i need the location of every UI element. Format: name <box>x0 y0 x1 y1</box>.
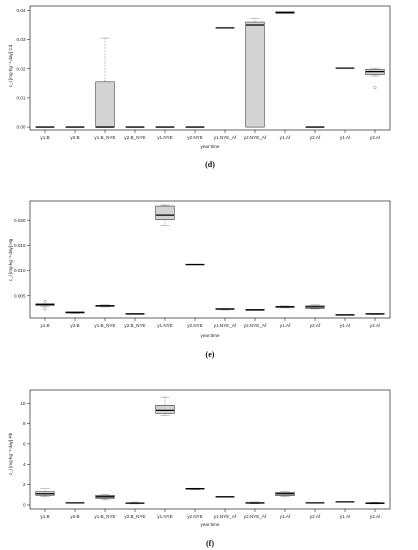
panel-e-label: (e) <box>206 350 215 359</box>
panel-d-xtick-label: y2.B <box>70 135 79 140</box>
panel-f-ylabel: c_i [mg·kg⁻¹·day] Pb <box>8 432 13 475</box>
panel-e-xtick-label: y2.B <box>70 323 79 328</box>
panel-d-xtick-label: y1.Af <box>280 135 291 140</box>
panel-d-xtick-label: y2.B_NYE <box>124 135 145 140</box>
panel-f-xtick-label: y1.Al <box>340 514 350 519</box>
panel-e: 0.005 0.010 0.015 0.020 y1.B y2.B y1.B_NYE y2.B… <box>8 200 391 359</box>
box-y1.NYE <box>155 205 175 220</box>
panel-f-xtick-label: y1.Af <box>280 514 291 519</box>
panel-f-xtick-label: y2.NYE <box>187 514 203 519</box>
panel-e-xlabel: year:time <box>201 333 220 338</box>
panel-f-xlabel: year:time <box>201 522 220 527</box>
panel-e-xtick-label: y1.NYE <box>157 323 173 328</box>
panel-d-xtick-label: y1.NYE <box>157 135 173 140</box>
panel-e-xtick-label: y1.B_NYE <box>94 323 115 328</box>
panel-e-xtick-label: y1.B <box>40 323 49 328</box>
panel-d-ytick-label: 0.04 <box>17 8 26 13</box>
panel-f-ytick-label: 10 <box>20 401 26 406</box>
outlier-point <box>373 86 377 90</box>
panel-d: 0.00 0.01 0.02 0.03 0.04 y1.B y2.B y1.B_NYE y2.B… <box>8 5 391 169</box>
panel-f-plot: 0 2 4 6 8 10 y1.B y2.B y1.B_NYE y2.B_NYE y1.NYE y2.… <box>20 389 391 519</box>
box-y2.NYE_Af <box>245 21 265 128</box>
panel-d-xtick-label: y1.B <box>40 135 49 140</box>
panel-d-xtick-label: y1.Al <box>340 135 350 140</box>
panel-f-xtick-label: y1.NYE_Af <box>214 514 237 519</box>
panel-e-ytick-label: 0.020 <box>14 218 26 223</box>
panel-f-xtick-label: y2.B_NYE <box>124 514 145 519</box>
panel-e-ytick-label: 0.005 <box>14 293 26 298</box>
panel-e-plot: 0.005 0.010 0.015 0.020 y1.B y2.B y1.B_NYE y2.B… <box>14 200 391 328</box>
panel-f-xtick-label: y2.NYE_Af <box>244 514 267 519</box>
panel-f-xtick-label: y1.NYE <box>157 514 173 519</box>
panel-f: 0 2 4 6 8 10 y1.B y2.B y1.B_NYE y2.B_NYE y1.NYE y2.… <box>8 389 391 548</box>
panel-f-xtick-label: y2.B <box>70 514 79 519</box>
panel-d-label: (d) <box>205 160 215 169</box>
panel-f-ytick-label: 2 <box>23 482 26 487</box>
panel-e-xtick-label: y2.NYE_Af <box>244 323 267 328</box>
panel-d-frame <box>29 5 391 131</box>
panel-d-xtick-label: y1.B_NYE <box>94 135 115 140</box>
panel-d-ytick-label: 0.00 <box>17 125 26 130</box>
panel-d-plot: 0.00 0.01 0.02 0.03 0.04 y1.B y2.B y1.B_NYE y2.B… <box>17 5 391 140</box>
panel-d-xtick-label: y1.NYE_Af <box>214 135 237 140</box>
box-y1.NYE <box>155 405 175 414</box>
panel-f-xtick-label: y2.Al <box>370 514 380 519</box>
panel-d-xtick-label: y2.NYE_Af <box>244 135 267 140</box>
box-y1.B_NYE <box>95 81 115 128</box>
panel-e-xtick-label: y1.Al <box>340 323 350 328</box>
panel-d-xtick-label: y2.NYE <box>187 135 203 140</box>
panel-f-ytick-label: 4 <box>23 462 26 467</box>
panel-e-xtick-label: y2.Af <box>310 323 321 328</box>
panel-d-ytick-label: 0.01 <box>17 96 26 101</box>
panel-f-ytick-label: 6 <box>23 442 26 447</box>
panel-e-xtick-label: y1.Af <box>280 323 291 328</box>
panel-f-frame <box>29 389 391 510</box>
panel-e-xtick-label: y2.B_NYE <box>124 323 145 328</box>
panel-d-xtick-label: y2.Af <box>310 135 321 140</box>
panel-d-ytick-label: 0.03 <box>17 37 26 42</box>
panel-f-xtick-label: y1.B <box>40 514 49 519</box>
outlier-point <box>43 307 47 311</box>
panel-d-xtick-label: y2.Al <box>370 135 380 140</box>
panel-f-xtick-label: y1.B_NYE <box>94 514 115 519</box>
panel-d-xlabel: year:time <box>201 144 220 149</box>
panel-f-label: (f) <box>206 539 214 548</box>
panel-e-ytick-label: 0.010 <box>14 268 26 273</box>
panel-d-ylabel: c_i [mg·kg⁻¹·day] Cd <box>8 44 13 87</box>
panel-f-xtick-label: y2.Af <box>310 514 321 519</box>
panel-f-ytick-label: 0 <box>23 503 26 508</box>
panel-e-xtick-label: y1.NYE_Af <box>214 323 237 328</box>
panel-e-xtick-label: y2.Al <box>370 323 380 328</box>
panel-f-ytick-label: 8 <box>23 421 26 426</box>
outlier-point <box>43 299 47 303</box>
panel-e-xtick-label: y2.NYE <box>187 323 203 328</box>
panel-d-ytick-label: 0.02 <box>17 66 26 71</box>
panel-e-ytick-label: 0.015 <box>14 243 26 248</box>
panel-e-ylabel: c_i [mg·kg⁻¹·day] Hg <box>8 238 13 281</box>
panel-e-frame <box>29 200 391 319</box>
